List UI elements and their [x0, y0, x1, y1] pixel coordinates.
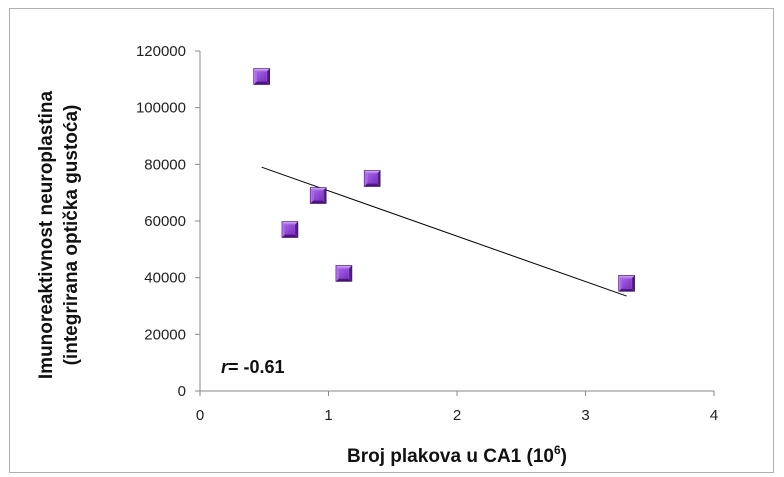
- correlation-annotation: r= -0.61: [221, 357, 285, 377]
- y-tick-label: 40000: [144, 270, 186, 287]
- x-tick-label: 4: [710, 407, 718, 424]
- x-axis-title-main: Broj plakova u CA1 (10: [347, 446, 554, 467]
- y-tick-label: 80000: [144, 156, 186, 173]
- data-point: [363, 170, 381, 187]
- data-point: [618, 275, 635, 292]
- r-value: = -0.61: [228, 357, 285, 377]
- x-axis-title: Broj plakova u CA1 (106): [347, 443, 567, 467]
- x-axis-ticks: 0 1 2 3 4: [196, 391, 718, 424]
- data-points: [253, 68, 635, 292]
- y-tick-label: 120000: [136, 43, 186, 60]
- x-tick-label: 3: [581, 407, 589, 424]
- x-tick-label: 2: [453, 407, 461, 424]
- x-tick-label: 0: [196, 407, 204, 424]
- r-symbol: r: [221, 357, 229, 377]
- y-tick-label: 100000: [136, 100, 186, 117]
- y-axis-title-line2: (integrirana optička gustoća): [61, 105, 82, 366]
- x-tick-label: 1: [324, 407, 332, 424]
- data-point: [335, 265, 353, 282]
- y-axis-title-line1: Imunoreaktivnost neuroplastina: [36, 90, 57, 379]
- y-axis-ticks: 0 20000 40000 60000 80000 100000 120000: [136, 43, 200, 400]
- data-point: [253, 68, 270, 85]
- y-tick-label: 0: [178, 383, 186, 400]
- y-tick-label: 60000: [144, 213, 186, 230]
- y-tick-label: 20000: [144, 326, 186, 343]
- data-point: [309, 187, 327, 204]
- chart-frame: [9, 8, 774, 473]
- x-axis-title-close: ): [561, 446, 567, 467]
- data-point: [281, 221, 299, 238]
- trendline: [261, 166, 627, 297]
- y-axis-title: Imunoreaktivnost neuroplastina (integrir…: [36, 90, 82, 379]
- x-axis-title-sup: 6: [554, 443, 561, 457]
